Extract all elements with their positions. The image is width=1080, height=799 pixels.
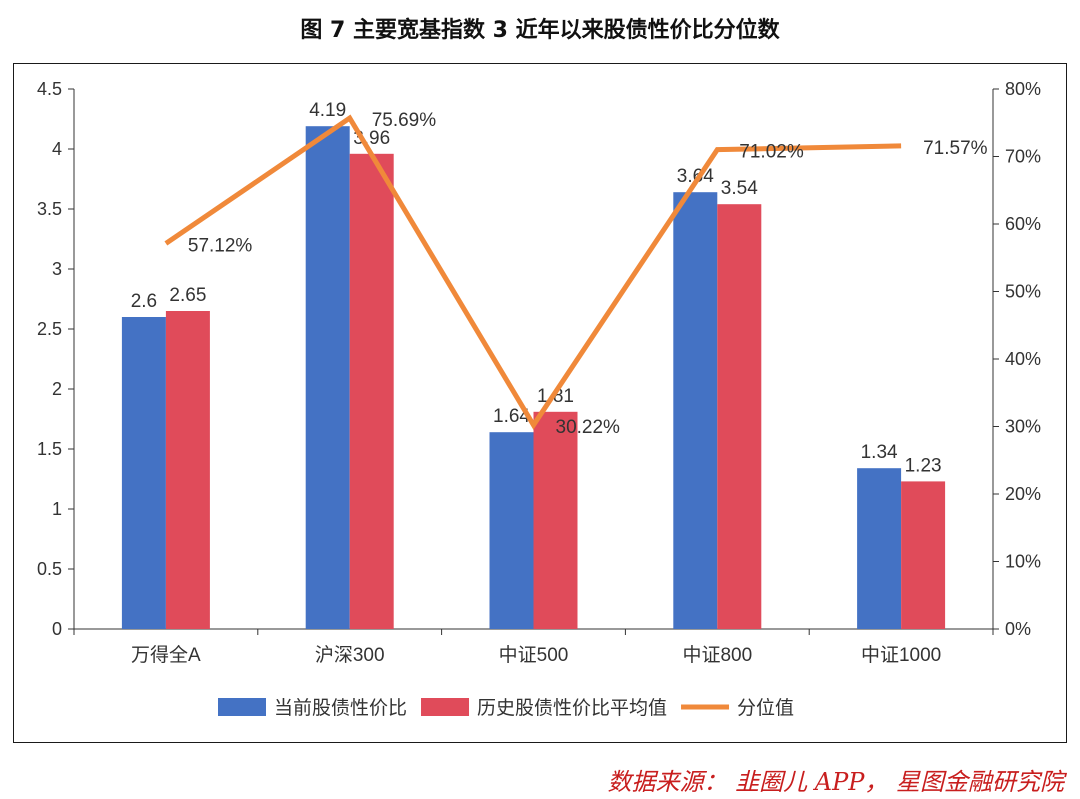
y-left-tick-label: 1.5 bbox=[37, 439, 62, 459]
bar-data-label: 1.64 bbox=[493, 406, 530, 427]
bar-historical bbox=[533, 411, 578, 629]
bar-data-label: 2.65 bbox=[169, 285, 206, 306]
legend-label: 分位值 bbox=[737, 697, 794, 719]
bar-historical bbox=[165, 311, 210, 629]
chart-title: 图 7 主要宽基指数 3 近年以来股债性价比分位数 bbox=[300, 18, 780, 43]
bar-historical bbox=[349, 153, 394, 630]
y-right-tick-label: 70% bbox=[1005, 147, 1041, 167]
bar-current bbox=[121, 317, 166, 629]
line-data-label: 75.69% bbox=[372, 110, 437, 131]
legend-label: 历史股债性价比平均值 bbox=[477, 697, 667, 719]
x-tick-label: 中证1000 bbox=[861, 644, 941, 666]
bar-current bbox=[489, 432, 534, 629]
y-left-tick-label: 3.5 bbox=[37, 199, 62, 219]
y-right-tick-label: 50% bbox=[1005, 282, 1041, 302]
y-left-tick-label: 0.5 bbox=[37, 559, 62, 579]
legend-label: 当前股债性价比 bbox=[274, 697, 407, 719]
x-tick-label: 中证500 bbox=[499, 644, 569, 666]
bar-current bbox=[673, 192, 718, 629]
y-right-tick-label: 80% bbox=[1005, 79, 1041, 99]
chart-svg: 00.511.522.533.544.50%10%20%30%40%50%60%… bbox=[37, 79, 1041, 719]
line-data-label: 71.57% bbox=[923, 138, 988, 159]
y-right-tick-label: 40% bbox=[1005, 349, 1041, 369]
line-data-label: 30.22% bbox=[556, 417, 621, 438]
bar-historical bbox=[901, 481, 946, 629]
chart-frame: 0 0.5 1 1.5 2 2.5 3 3.5 4 4.5 0% 10% 20% 30% 40% 50% 60%… bbox=[13, 63, 1067, 743]
source-note: 数据来源： 韭圈儿 APP， 星图金融研究院 bbox=[607, 768, 1064, 796]
x-tick-label: 万得全A bbox=[131, 644, 201, 666]
y-left-tick-label: 2 bbox=[52, 379, 62, 399]
bar-data-label: 1.34 bbox=[861, 442, 898, 463]
bar-data-label: 2.6 bbox=[131, 291, 157, 312]
y-left-tick-label: 2.5 bbox=[37, 319, 62, 339]
x-tick-label: 沪深300 bbox=[315, 644, 385, 666]
y-left-tick-label: 4.5 bbox=[37, 79, 62, 99]
bar-current bbox=[857, 468, 902, 629]
bar-data-label: 3.54 bbox=[721, 178, 758, 199]
bar-data-label: 4.19 bbox=[309, 100, 346, 121]
y-left-tick-label: 0 bbox=[52, 619, 62, 639]
bar-data-label: 1.23 bbox=[905, 455, 942, 476]
y-right-tick-label: 60% bbox=[1005, 214, 1041, 234]
bar-historical bbox=[717, 204, 762, 629]
y-right-tick-label: 0% bbox=[1005, 619, 1031, 639]
legend-swatch bbox=[421, 698, 470, 716]
legend-swatch bbox=[218, 698, 266, 716]
y-left-tick-label: 4 bbox=[52, 139, 62, 159]
y-left-tick-label: 1 bbox=[52, 499, 62, 519]
y-left-tick-label: 3 bbox=[52, 259, 62, 279]
line-data-label: 57.12% bbox=[188, 235, 253, 256]
y-right-tick-label: 20% bbox=[1005, 484, 1041, 504]
line-data-label: 71.02% bbox=[739, 142, 804, 163]
x-tick-label: 中证800 bbox=[682, 644, 752, 666]
bar-current bbox=[305, 126, 350, 629]
y-right-tick-label: 30% bbox=[1005, 417, 1041, 437]
line-series-percentile bbox=[164, 114, 902, 430]
y-right-tick-label: 10% bbox=[1005, 552, 1041, 572]
